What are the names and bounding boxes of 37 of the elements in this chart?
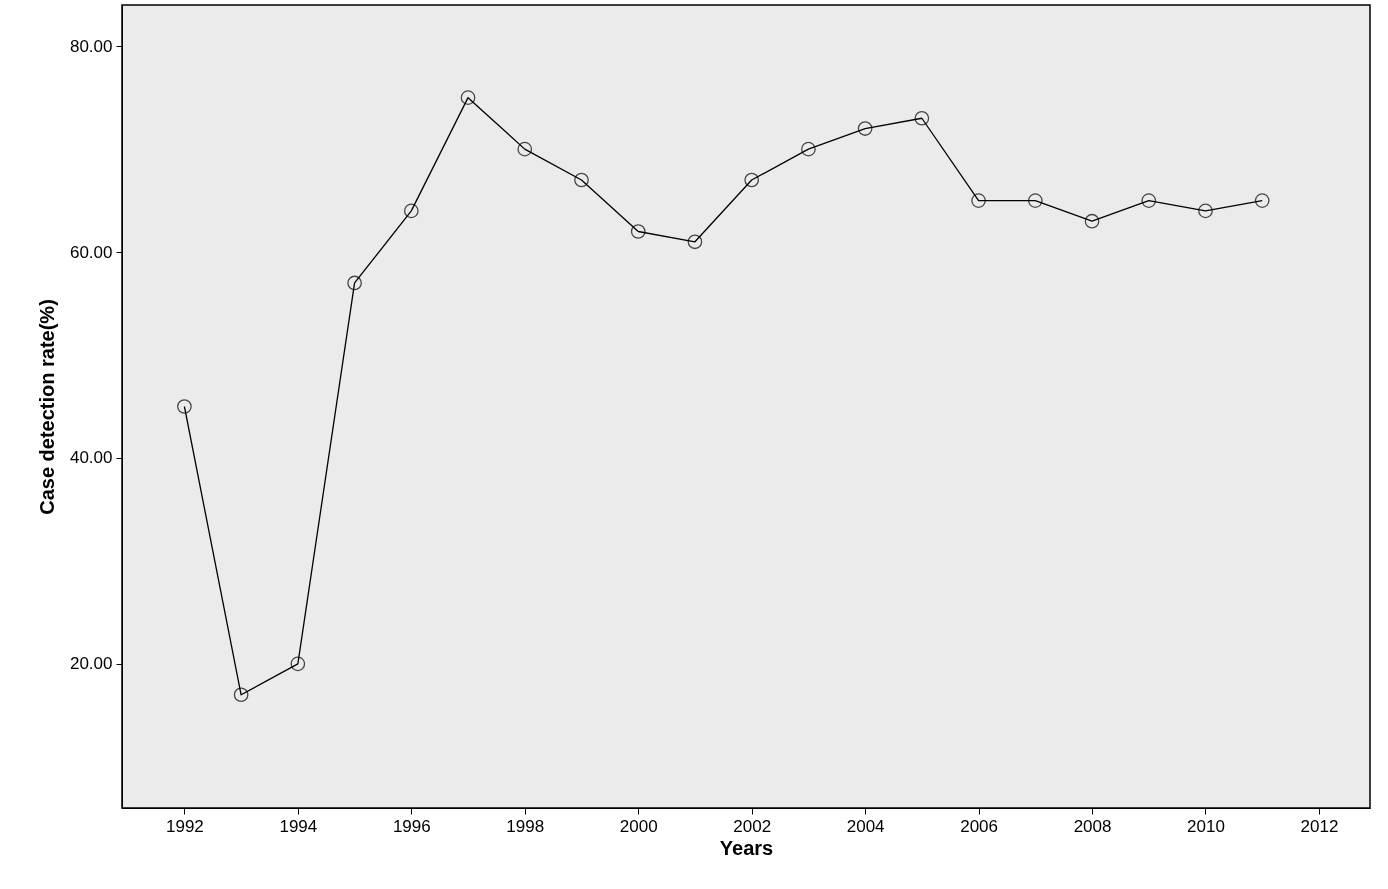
x-axis-title: Years [719, 836, 774, 859]
point [574, 172, 589, 188]
x-tick-label: 2008 [1073, 816, 1112, 836]
y-tick-label: 80.00 [69, 36, 113, 56]
x-tick-label: 1996 [392, 816, 431, 836]
x-tick-label: 1998 [506, 816, 545, 836]
point [630, 224, 646, 239]
point [687, 234, 703, 250]
point [290, 656, 306, 672]
y-axis-title: Case detection rate(%) [35, 299, 58, 515]
x-tick-label: 2012 [1300, 816, 1339, 836]
point [403, 203, 419, 219]
x-tick-label: 2004 [846, 816, 885, 836]
point [517, 141, 533, 157]
y-tick-label: 40.00 [69, 448, 113, 468]
x-tick-label: 2002 [733, 816, 772, 836]
point [1141, 193, 1157, 208]
point [233, 687, 249, 703]
point [914, 110, 930, 126]
point [857, 121, 873, 136]
point [801, 141, 816, 157]
x-tick-label: 2010 [1187, 816, 1225, 836]
point [347, 275, 362, 291]
y-tick-label: 60.00 [69, 242, 113, 262]
y-tick-label: 20.00 [69, 654, 113, 674]
point [1254, 193, 1270, 208]
point [177, 399, 192, 414]
point [971, 193, 986, 208]
x-tick-label: 2006 [960, 816, 998, 836]
x-tick-label: 1994 [279, 816, 318, 836]
point [1027, 193, 1043, 208]
point [744, 172, 760, 188]
point [460, 90, 476, 105]
point [1198, 203, 1213, 219]
x-tick-label: 1992 [165, 816, 204, 836]
point [1084, 213, 1100, 229]
x-tick-label: 2000 [619, 816, 658, 836]
